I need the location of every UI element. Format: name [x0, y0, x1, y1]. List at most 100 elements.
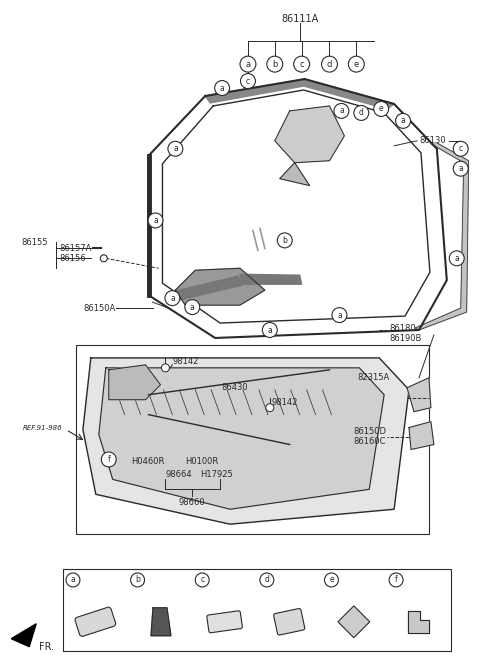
Circle shape — [266, 404, 274, 412]
Text: FR.: FR. — [39, 642, 54, 652]
Circle shape — [348, 56, 364, 72]
FancyBboxPatch shape — [207, 611, 242, 633]
Circle shape — [168, 141, 183, 156]
Text: 86156: 86156 — [59, 254, 85, 263]
Text: 95896: 95896 — [147, 577, 171, 583]
Text: a: a — [455, 254, 459, 263]
Bar — [63, 569, 451, 650]
Polygon shape — [407, 378, 431, 412]
Circle shape — [161, 364, 169, 372]
Text: 98660: 98660 — [179, 498, 205, 507]
Text: c: c — [246, 76, 250, 86]
Text: a: a — [173, 145, 178, 153]
Text: H17925: H17925 — [200, 470, 233, 479]
Text: 86160C: 86160C — [354, 437, 386, 446]
Text: 81199: 81199 — [406, 577, 429, 583]
Circle shape — [263, 322, 277, 337]
Text: d: d — [264, 575, 269, 585]
Text: 86157A: 86157A — [59, 244, 91, 253]
Polygon shape — [109, 365, 160, 400]
Text: 86130: 86130 — [419, 137, 445, 145]
Polygon shape — [83, 358, 409, 524]
Circle shape — [453, 141, 468, 156]
Text: 86111A: 86111A — [281, 15, 318, 25]
Text: a: a — [339, 107, 344, 115]
Circle shape — [185, 300, 200, 314]
Polygon shape — [170, 276, 242, 301]
Circle shape — [354, 105, 369, 121]
Text: 86115: 86115 — [277, 577, 300, 583]
Text: a: a — [245, 60, 251, 69]
Text: c: c — [200, 575, 204, 585]
Text: e: e — [354, 60, 359, 69]
Circle shape — [332, 308, 347, 322]
Text: 86124D: 86124D — [83, 577, 112, 583]
Text: 97257U: 97257U — [341, 577, 370, 583]
Text: 86180: 86180 — [389, 324, 416, 333]
Text: 98142: 98142 — [272, 398, 298, 407]
Text: b: b — [272, 60, 277, 69]
Circle shape — [453, 161, 468, 176]
Text: c: c — [300, 60, 304, 69]
Polygon shape — [415, 143, 468, 330]
FancyBboxPatch shape — [274, 609, 305, 635]
Text: e: e — [379, 105, 384, 113]
Text: a: a — [458, 164, 463, 173]
Text: c: c — [459, 145, 463, 153]
Text: H0460R: H0460R — [131, 457, 164, 466]
Text: 98142: 98142 — [172, 357, 199, 367]
Circle shape — [374, 101, 389, 117]
Text: a: a — [190, 302, 195, 312]
Text: a: a — [170, 294, 175, 302]
Text: 87864: 87864 — [212, 577, 235, 583]
Text: f: f — [108, 455, 110, 464]
Text: d: d — [359, 109, 364, 117]
Text: 82315A: 82315A — [357, 373, 389, 383]
Text: H0100R: H0100R — [185, 457, 218, 466]
Circle shape — [396, 113, 410, 129]
Polygon shape — [12, 624, 36, 646]
Circle shape — [240, 56, 256, 72]
Text: 86150D: 86150D — [353, 427, 386, 436]
Circle shape — [101, 452, 116, 467]
Circle shape — [100, 255, 107, 262]
Circle shape — [240, 74, 255, 89]
Polygon shape — [99, 368, 384, 509]
Text: a: a — [71, 575, 75, 585]
Text: REF.91-986: REF.91-986 — [23, 424, 63, 430]
Text: b: b — [135, 575, 140, 585]
Circle shape — [322, 56, 337, 72]
Circle shape — [215, 81, 229, 95]
Circle shape — [195, 573, 209, 587]
Text: 86150A: 86150A — [84, 304, 116, 312]
Circle shape — [260, 573, 274, 587]
Text: 98664: 98664 — [166, 470, 192, 479]
Circle shape — [449, 251, 464, 266]
Polygon shape — [409, 422, 434, 450]
Polygon shape — [240, 274, 301, 284]
Circle shape — [334, 103, 349, 119]
Text: b: b — [282, 236, 287, 245]
Circle shape — [324, 573, 338, 587]
Text: e: e — [329, 575, 334, 585]
Circle shape — [66, 573, 80, 587]
Text: a: a — [401, 117, 406, 125]
Text: 86190B: 86190B — [389, 334, 421, 343]
Polygon shape — [338, 606, 370, 638]
Circle shape — [267, 56, 283, 72]
Circle shape — [131, 573, 144, 587]
Text: a: a — [153, 216, 158, 225]
Text: a: a — [267, 326, 272, 335]
Polygon shape — [275, 106, 344, 162]
Text: 86155: 86155 — [21, 238, 48, 247]
Text: d: d — [327, 60, 332, 69]
Circle shape — [148, 213, 163, 228]
Circle shape — [165, 290, 180, 306]
Text: a: a — [337, 310, 342, 320]
Polygon shape — [175, 269, 265, 305]
Bar — [76, 345, 429, 534]
Text: f: f — [395, 575, 397, 585]
Circle shape — [389, 573, 403, 587]
Polygon shape — [205, 79, 394, 109]
Text: a: a — [220, 84, 225, 93]
